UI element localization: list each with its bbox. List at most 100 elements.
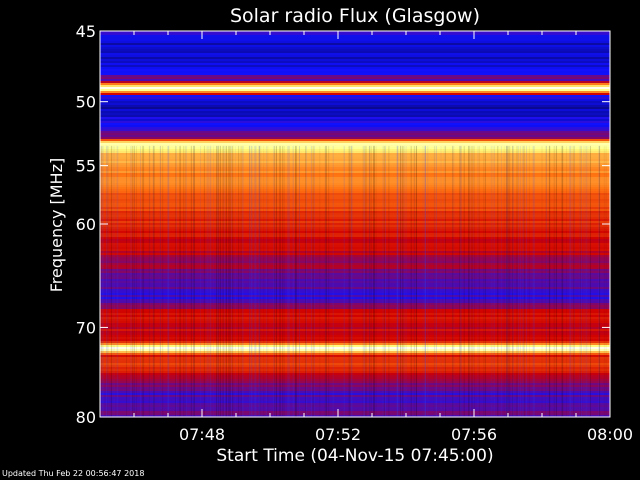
- spectrogram-streak: [229, 145, 231, 418]
- spectrogram-streak: [574, 145, 575, 418]
- spectrogram-row: [100, 259, 610, 262]
- spectrogram-row: [100, 195, 610, 198]
- spectrogram-row: [100, 179, 610, 182]
- spectrogram-row: [100, 159, 610, 162]
- spectrogram-row: [100, 165, 610, 168]
- spectrogram-row: [100, 211, 610, 214]
- spectrogram-row: [100, 53, 610, 56]
- spectrogram-streak: [605, 145, 607, 418]
- spectrogram-row: [100, 131, 610, 134]
- spectrogram-streak: [373, 145, 375, 418]
- spectrogram-row: [100, 407, 610, 410]
- spectrogram-streak: [132, 145, 134, 418]
- spectrogram-streak: [469, 145, 471, 418]
- x-tick-label: 07:56: [451, 425, 497, 444]
- spectrogram-row: [100, 201, 610, 204]
- spectrogram-streak: [289, 145, 290, 418]
- spectrogram-row: [100, 305, 610, 308]
- spectrogram-row: [100, 235, 610, 238]
- spectrogram-streak: [218, 145, 220, 418]
- spectrogram-streak: [562, 145, 564, 418]
- spectrogram-row: [100, 199, 610, 202]
- spectrogram-streak: [545, 145, 547, 418]
- spectrogram-streak: [100, 145, 102, 418]
- spectrogram-row: [100, 205, 610, 208]
- spectrogram-row: [100, 289, 610, 292]
- spectrogram-streak: [305, 145, 306, 418]
- spectrogram-row: [100, 397, 610, 400]
- spectrogram-row: [100, 73, 610, 76]
- spectrogram-streak: [603, 145, 605, 418]
- spectrogram-streak: [473, 145, 475, 418]
- spectrogram-streak: [263, 145, 265, 418]
- spectrogram-streak: [143, 145, 145, 418]
- spectrogram-streak: [259, 145, 261, 418]
- spectrogram-row: [100, 163, 610, 166]
- spectrogram-streak: [463, 145, 465, 418]
- spectrogram-streak: [548, 145, 550, 418]
- spectrogram-row: [100, 301, 610, 304]
- spectrogram-streak: [153, 145, 155, 418]
- spectrogram-streak: [112, 145, 114, 418]
- spectrogram-row: [100, 341, 610, 344]
- spectrogram-streak: [225, 145, 227, 418]
- spectrogram-row: [100, 187, 610, 190]
- spectrogram-streak: [130, 145, 132, 418]
- spectrogram-streak: [275, 145, 277, 418]
- spectrogram-streak: [193, 145, 195, 418]
- spectrogram-streak: [424, 145, 425, 418]
- spectrogram-streak: [253, 145, 255, 418]
- spectrogram-row: [100, 93, 610, 96]
- spectrogram-row: [100, 197, 610, 200]
- spectrogram-row: [100, 157, 610, 160]
- spectrogram-streak: [210, 145, 212, 418]
- spectrogram-streak: [427, 145, 429, 418]
- spectrogram-row: [100, 285, 610, 288]
- spectrogram-streak: [526, 145, 527, 418]
- spectrogram-streak: [461, 145, 462, 418]
- spectrogram-row: [100, 237, 610, 240]
- spectrogram-row: [100, 227, 610, 230]
- spectrogram-row: [100, 319, 610, 322]
- spectrogram-streak: [410, 145, 412, 418]
- spectrogram-row: [100, 375, 610, 378]
- spectrogram-streak: [493, 145, 495, 418]
- spectrogram-row: [100, 347, 610, 350]
- spectrogram-streak: [434, 145, 435, 418]
- spectrogram-row: [100, 343, 610, 346]
- spectrogram-streak: [416, 145, 417, 418]
- y-tick-label: 45: [76, 22, 96, 41]
- x-axis-label: Start Time (04-Nov-15 07:45:00): [216, 446, 493, 466]
- spectrogram-streak: [185, 145, 187, 418]
- spectrogram-streak: [490, 145, 492, 418]
- spectrogram-row: [100, 293, 610, 296]
- spectrogram-streak: [190, 145, 192, 418]
- spectrogram-streak: [375, 145, 377, 418]
- spectrogram-row: [100, 171, 610, 174]
- spectrogram-row: [100, 129, 610, 132]
- spectrogram-streak: [590, 145, 591, 418]
- spectrogram-row: [100, 151, 610, 154]
- spectrogram-streak: [105, 145, 107, 418]
- spectrogram-streak: [325, 145, 327, 418]
- spectrogram-row: [100, 101, 610, 104]
- spectrogram-row: [100, 71, 610, 74]
- spectrogram-row: [100, 275, 610, 278]
- spectrogram-streak: [382, 145, 384, 418]
- spectrogram-streak: [512, 145, 514, 418]
- spectrogram-streak: [541, 145, 543, 418]
- spectrogram-row: [100, 291, 610, 294]
- spectrogram-row: [100, 97, 610, 100]
- spectrogram-streak: [279, 145, 281, 418]
- spectrogram-streak: [410, 145, 412, 418]
- spectrogram-streak: [478, 145, 480, 418]
- spectrogram-row: [100, 269, 610, 272]
- spectrogram-row: [100, 189, 610, 192]
- spectrogram-streak: [220, 145, 221, 418]
- spectrogram-streak: [350, 145, 352, 418]
- spectrogram-row: [100, 303, 610, 306]
- spectrogram-streak: [136, 145, 137, 418]
- spectrogram-row: [100, 81, 610, 84]
- spectrogram-streak: [298, 145, 300, 418]
- spectrogram-streak: [415, 145, 417, 418]
